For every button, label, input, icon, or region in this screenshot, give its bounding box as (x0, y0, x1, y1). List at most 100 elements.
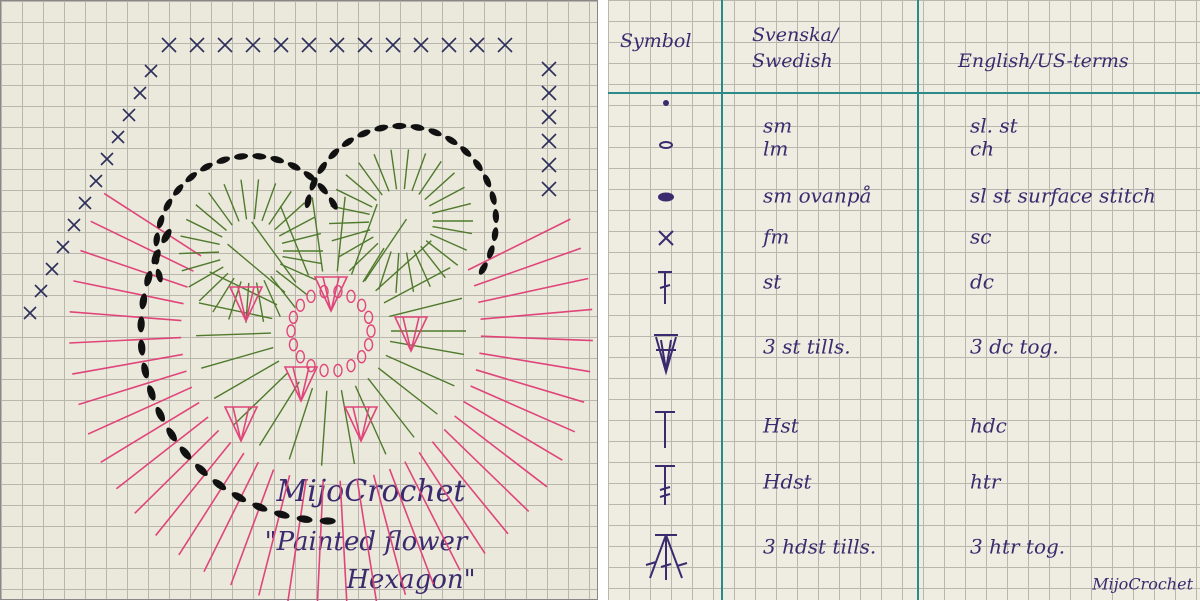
stitch-green (181, 236, 220, 244)
stitch-dc (69, 338, 181, 343)
stitch-dc (91, 221, 194, 271)
stitch-green (199, 273, 228, 301)
stitch-sc (542, 110, 556, 124)
stitch-green (234, 373, 288, 425)
stitch-oval (444, 134, 459, 147)
stitch-sc (190, 38, 204, 52)
stitch-sc (542, 62, 556, 76)
english-term: ch (970, 137, 994, 161)
stitch-green (432, 204, 471, 214)
stitch-green (179, 252, 219, 253)
stitch-oval (199, 161, 214, 173)
swedish-term: sm (763, 114, 792, 138)
stitch-sc (79, 197, 91, 209)
english-term: htr (970, 470, 1002, 494)
stitch-sc (112, 131, 124, 143)
stitch-green (341, 390, 354, 464)
stitch-oval (273, 509, 290, 520)
stitch-green (404, 149, 408, 189)
stitch-oval (211, 477, 228, 492)
stitch-ch (358, 351, 366, 363)
stitch-oval (320, 517, 336, 525)
english-term: 3 htr tog. (970, 535, 1065, 559)
stitch-ch (287, 325, 295, 337)
stitch-oval (193, 462, 210, 478)
stitch-dc (80, 251, 187, 288)
stitch-ch (296, 299, 304, 311)
stitch-green (254, 179, 258, 219)
stitch-green (209, 193, 233, 225)
stitch-oval (171, 183, 185, 198)
crochet-diagram: MijoCrochet "Painted flower Hexagon" (1, 1, 599, 601)
swedish-term: 3 st tills. (763, 335, 851, 359)
stitch-dc (179, 453, 244, 555)
stitch-dc (116, 417, 208, 489)
stitch-dc (471, 386, 575, 432)
stitch-ch (307, 360, 315, 372)
stitch-sc (542, 182, 556, 196)
stitch-green (433, 227, 472, 234)
header: Swedish (752, 50, 833, 72)
stitch-sc (542, 158, 556, 172)
stitch-cluster (225, 407, 257, 441)
stitch-sc (90, 175, 102, 187)
symbol-dc (658, 272, 672, 304)
stitch-green (322, 391, 327, 466)
stitch-oval (137, 339, 146, 356)
swedish-term: fm (761, 225, 789, 249)
stitch-sc (68, 219, 80, 231)
stitch-dc (79, 371, 187, 404)
stitch-oval (491, 227, 499, 242)
swedish-term: Hst (762, 414, 800, 438)
stitch-sc (442, 38, 456, 52)
swedish-term: Hdst (762, 470, 813, 494)
stitch-dc (481, 309, 593, 319)
header: Symbol (620, 30, 691, 52)
signature: MijoCrochet (1091, 575, 1193, 594)
stitch-oval (216, 155, 231, 165)
stitch-oval (327, 196, 340, 211)
stitch-green (259, 382, 299, 446)
stitch-oval (140, 362, 150, 379)
stitch-sc (470, 38, 484, 52)
stitch-sc (542, 134, 556, 148)
stitch-green (196, 333, 271, 336)
stitch-green (262, 183, 276, 221)
stitch-ch (334, 364, 342, 376)
stitch-ch (358, 299, 366, 311)
stitch-dc (204, 462, 258, 571)
caption: Hexagon" (345, 565, 475, 595)
english-term: 3 dc tog. (970, 335, 1059, 359)
stitch-oval (153, 406, 167, 424)
english-term: hdc (970, 414, 1007, 438)
stitch-green (189, 267, 224, 287)
symbol-htr (655, 466, 675, 505)
stitch-green (374, 154, 389, 191)
stitch-green (389, 298, 462, 316)
stitch-sc (414, 38, 428, 52)
stitch-ch (365, 339, 373, 351)
symbol-hdc (655, 412, 675, 448)
stitch-oval (340, 136, 355, 149)
swedish-term: 3 hdst tills. (763, 535, 876, 559)
stitch-oval (304, 194, 313, 209)
english-term: sl st surface stitch (970, 184, 1156, 208)
stitch-oval (178, 445, 194, 462)
swedish-term: sm ovanpå (763, 184, 871, 208)
stitch-oval (316, 181, 330, 196)
stitch-ch (289, 311, 297, 323)
stitch-ch (320, 364, 328, 376)
stitch-dc (72, 354, 183, 374)
chart-photo: MijoCrochet "Painted flower Hexagon" (0, 0, 598, 600)
stitch-sc (246, 38, 260, 52)
stitch-green (224, 184, 239, 221)
stitch-green (419, 161, 441, 194)
stitch-green (412, 153, 426, 191)
stitch-green (241, 180, 247, 220)
stitch-sc (162, 38, 176, 52)
stitch-green (282, 234, 321, 244)
stitch-dc (476, 370, 584, 402)
stitch-dc (88, 387, 192, 434)
stitch-green (359, 163, 383, 195)
swedish-term: lm (763, 137, 788, 161)
